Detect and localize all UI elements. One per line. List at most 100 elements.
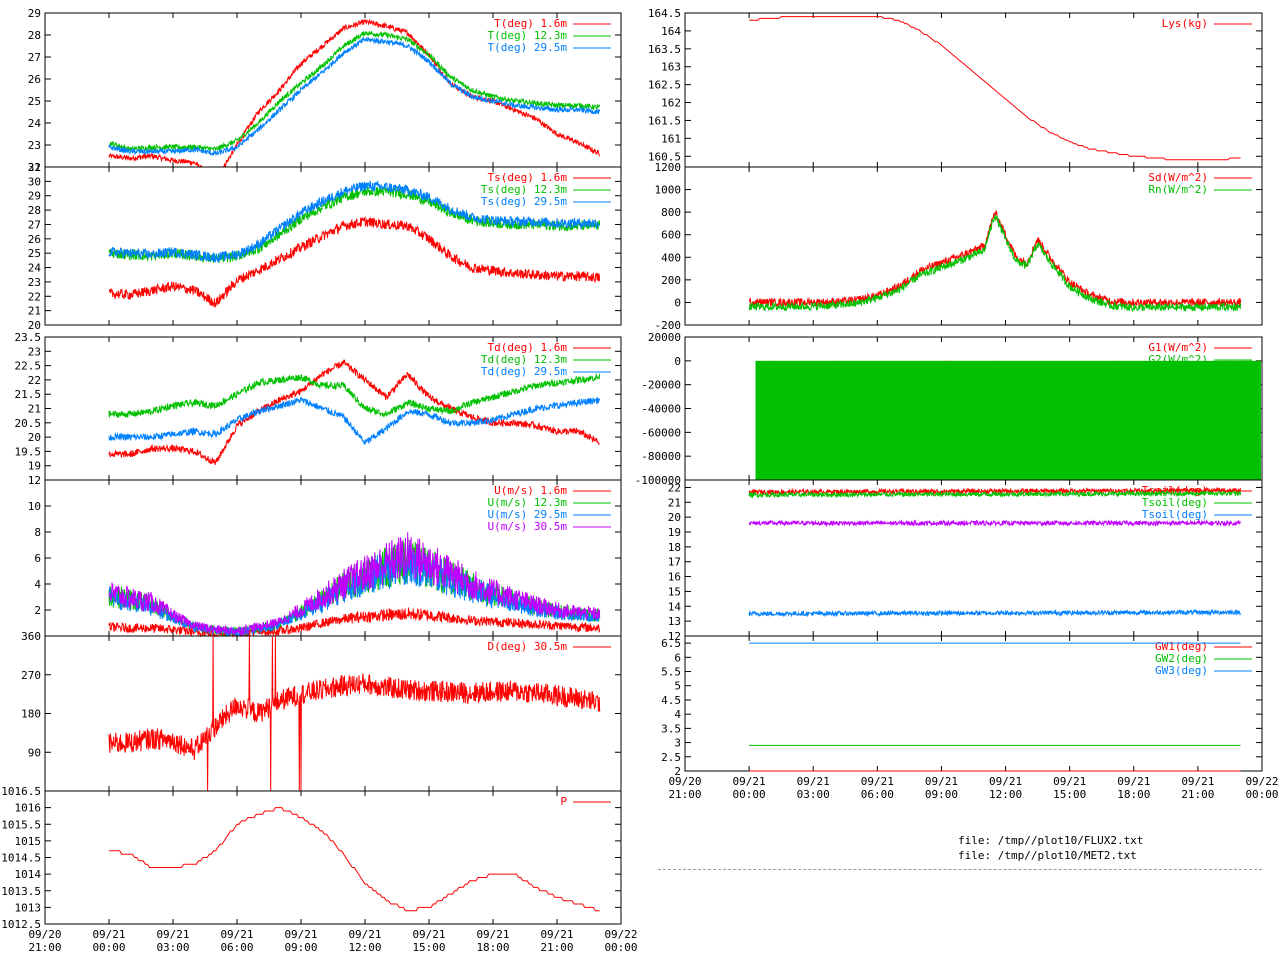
y-tick-label: 1013.5 xyxy=(1,885,41,898)
y-tick-label: 19 xyxy=(28,460,41,473)
x-tick-time: 21:00 xyxy=(28,941,61,954)
file-label-met: file: /tmp//plot10/MET2.txt xyxy=(958,849,1137,862)
y-tick-label: 23 xyxy=(28,345,41,358)
y-tick-label: 25 xyxy=(28,95,41,108)
legend-label: Rn(W/m^2) xyxy=(1148,183,1208,196)
y-tick-label: 13 xyxy=(668,615,681,628)
y-tick-label: 8 xyxy=(34,526,41,539)
x-tick-time: 15:00 xyxy=(412,941,445,954)
x-tick-date: 09/21 xyxy=(1117,775,1150,788)
y-tick-label: 6 xyxy=(674,651,681,664)
y-tick-label: 3 xyxy=(674,737,681,750)
legend-label: T(deg) 12.3m xyxy=(488,29,568,42)
x-tick-time: 21:00 xyxy=(1181,788,1214,801)
y-tick-label: -20000 xyxy=(641,379,681,392)
x-tick-time: 15:00 xyxy=(1053,788,1086,801)
y-tick-label: 5 xyxy=(674,680,681,693)
x-tick-date: 09/21 xyxy=(220,928,253,941)
y-tick-label: 1012.5 xyxy=(1,918,41,931)
x-tick-time: 00:00 xyxy=(733,788,766,801)
x-tick-time: 09:00 xyxy=(925,788,958,801)
x-tick-time: 00:00 xyxy=(604,941,637,954)
x-tick-date: 09/21 xyxy=(989,775,1022,788)
y-tick-label: 3.5 xyxy=(661,722,681,735)
x-tick-date: 09/21 xyxy=(156,928,189,941)
y-tick-label: -200 xyxy=(655,319,682,332)
y-tick-label: 1015.5 xyxy=(1,818,41,831)
legend-label: Ts(deg) 1.6m xyxy=(488,171,568,184)
y-tick-label: 22 xyxy=(28,374,41,387)
chart-U: 2 4 6 8 10 12 U(m/s) 1.6mU(m/s) 12.3mU(m/s) 29… xyxy=(28,474,622,638)
y-tick-label: 2.5 xyxy=(661,751,681,764)
x-tick-date: 09/21 xyxy=(540,928,573,941)
y-tick-label: 22 xyxy=(28,161,41,174)
legend-label: GW2(deg) xyxy=(1155,652,1208,665)
legend-label: Lys(kg) xyxy=(1162,17,1208,30)
x-tick-date: 09/21 xyxy=(925,775,958,788)
y-tick-label: 27 xyxy=(28,218,41,231)
y-tick-label: 1016 xyxy=(15,802,42,815)
file-label-flux: file: /tmp//plot10/FLUX2.txt xyxy=(958,834,1144,847)
x-axis-labels: 09/2021:0009/2100:0009/2103:0009/2106:00… xyxy=(668,775,1278,801)
y-tick-label: 22 xyxy=(668,481,681,494)
y-tick-label: 19 xyxy=(668,526,681,539)
y-tick-label: 0 xyxy=(674,355,681,368)
footer-divider xyxy=(658,869,1262,870)
x-tick-date: 09/21 xyxy=(412,928,445,941)
series-Td-0 xyxy=(108,359,601,465)
series-Td-2 xyxy=(108,396,601,445)
y-tick-label: 1000 xyxy=(655,184,682,197)
legend-label: G1(W/m^2) xyxy=(1148,341,1208,354)
y-tick-label: 360 xyxy=(21,630,41,643)
series-Ts-2 xyxy=(108,179,600,263)
x-tick-time: 18:00 xyxy=(1117,788,1150,801)
y-tick-label: 20000 xyxy=(648,331,681,344)
y-tick-label: 6 xyxy=(34,552,41,565)
y-tick-label: 16 xyxy=(668,571,681,584)
chart-Lys: 160.5 161 161.5 162 162.5 163 163.5 164 164.5 Lys… xyxy=(648,7,1263,168)
y-tick-label: 4.5 xyxy=(661,694,681,707)
y-tick-label: 28 xyxy=(28,29,41,42)
legend-label: D(deg) 30.5m xyxy=(488,640,568,653)
y-tick-label: 21.5 xyxy=(15,388,42,401)
x-tick-time: 12:00 xyxy=(989,788,1022,801)
y-tick-label: 1015 xyxy=(15,835,42,848)
x-tick-time: 12:00 xyxy=(348,941,381,954)
series-P-0 xyxy=(109,807,600,912)
series-Tsoil-3 xyxy=(748,518,1241,528)
y-tick-label: -60000 xyxy=(641,426,681,439)
series-T-2 xyxy=(108,36,601,157)
y-tick-label: 162.5 xyxy=(648,79,681,92)
legend-label: U(m/s) 29.5m xyxy=(488,508,568,521)
y-tick-label: -40000 xyxy=(641,403,681,416)
series-U-3 xyxy=(108,532,601,637)
x-tick-date: 09/22 xyxy=(604,928,637,941)
x-tick-time: 03:00 xyxy=(156,941,189,954)
x-tick-date: 09/21 xyxy=(733,775,766,788)
chart-G: -100000 -80000 -60000 -40000 -20000 0 20000 G1(… xyxy=(635,331,1263,487)
legend-label: GW3(deg) xyxy=(1155,664,1208,677)
x-tick-date: 09/21 xyxy=(476,928,509,941)
y-tick-label: 23 xyxy=(28,139,41,152)
y-tick-label: 6.5 xyxy=(661,637,681,650)
series-G-1 xyxy=(755,360,1261,480)
y-tick-label: 19.5 xyxy=(15,445,42,458)
y-tick-label: 24 xyxy=(28,117,42,130)
y-tick-label: 29 xyxy=(28,7,41,20)
x-tick-date: 09/21 xyxy=(92,928,125,941)
y-tick-label: 22 xyxy=(28,290,41,303)
y-tick-label: 20 xyxy=(668,511,681,524)
y-tick-label: 163 xyxy=(661,61,681,74)
chart-Sd: -200 0 200 400 600 800 1000 1200 Sd(W/m^2)Rn(W/m… xyxy=(655,161,1263,332)
y-tick-label: 164 xyxy=(661,25,681,38)
legend-label: Tsoil(deg) xyxy=(1142,496,1208,509)
y-tick-label: 26 xyxy=(28,73,41,86)
series-U-0 xyxy=(108,607,601,638)
y-tick-label: 180 xyxy=(21,708,41,721)
y-tick-label: 26 xyxy=(28,233,41,246)
legend-label: Td(deg) 12.3m xyxy=(481,353,567,366)
x-tick-time: 18:00 xyxy=(476,941,509,954)
y-tick-label: 160.5 xyxy=(648,150,681,163)
